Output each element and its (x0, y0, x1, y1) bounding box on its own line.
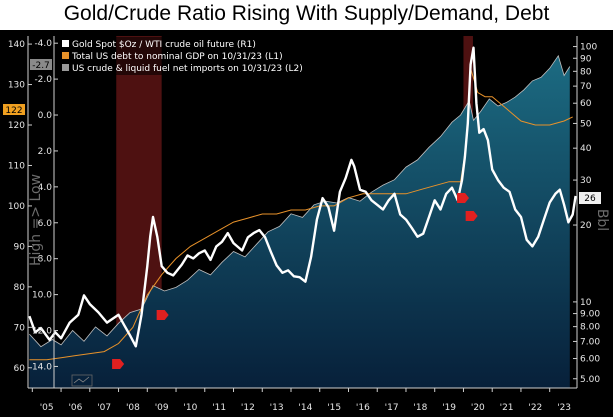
event-marker (156, 310, 169, 320)
x-tick-label: '12 (241, 403, 255, 413)
left-outer-tick-label: 60 (14, 364, 26, 374)
x-tick-label: '15 (327, 403, 341, 413)
left-inner-tick-label: 6.0 (38, 219, 53, 229)
right-tick-label: 7.00 (580, 337, 600, 347)
chart-type-icon[interactable] (71, 374, 93, 387)
right-tick-label: 70 (580, 82, 592, 92)
x-tick-label: '21 (500, 403, 514, 413)
right-tick-label: 9.00 (580, 310, 600, 320)
x-tick-label: '10 (183, 403, 197, 413)
left-outer-tick-label: 140 (8, 40, 25, 50)
left-inner-badge-text: -2.7 (32, 61, 50, 71)
right-tick-label: 100 (580, 43, 597, 53)
x-tick-label: '06 (68, 403, 82, 413)
left-outer-tick-label: 110 (8, 161, 25, 171)
right-tick-label: 90 (580, 54, 592, 64)
x-tick-label: '23 (557, 403, 571, 413)
x-tick-label: '08 (126, 403, 140, 413)
legend-label: US crude & liquid fuel net imports on 10… (72, 64, 303, 74)
left-inner-ticks: -4.0 -2.0 0.0 2.0 4.0 6.0 8.0 10.0 12.0 14.0 (32, 39, 58, 372)
x-tick-label: '20 (471, 403, 485, 413)
left-outer-badge: 122 (3, 104, 25, 116)
chart-panel: 60 70 80 90 100 110 120 130 140 -4.0 -2.0 0.0 2.0 4.… (0, 30, 613, 417)
x-tick-label: '22 (528, 403, 542, 413)
x-tick-label: '18 (413, 403, 427, 413)
x-tick-label: '13 (270, 403, 284, 413)
axes (27, 36, 578, 389)
x-tick-label: '07 (97, 403, 111, 413)
net-imports-area (29, 55, 570, 389)
event-marker (112, 359, 125, 369)
right-tick-label: 60 (580, 99, 592, 109)
gold-oil-ratio-line (28, 46, 577, 348)
left-inner-tick-label: 10.0 (32, 291, 52, 301)
x-tick-label: '16 (356, 403, 370, 413)
x-tick-label: '11 (212, 403, 226, 413)
x-tick-label: '05 (40, 403, 54, 413)
right-tick-label: 5.00 (580, 375, 600, 385)
event-marker (465, 211, 478, 221)
left-inner-tick-label: 2.0 (38, 147, 53, 157)
left-outer-badge-text: 122 (5, 106, 22, 116)
legend-background (60, 37, 315, 75)
left-outer-tick-label: 90 (14, 242, 26, 252)
left-inner-tick-label: -2.0 (34, 75, 52, 85)
right-ticks: 5.00 6.00 7.00 8.00 9.00 10 20 30 40 50 60 70 80 9010… (573, 43, 600, 385)
right-value-badge-text: 26 (584, 194, 596, 204)
right-tick-label: 30 (580, 176, 592, 186)
right-tick-label: 10 (580, 298, 592, 308)
legend-swatch (62, 64, 69, 71)
x-tick-label: '14 (298, 403, 312, 413)
right-tick-label: 20 (580, 221, 592, 231)
x-tick-label: '09 (155, 403, 169, 413)
left-inner-tick-label: 14.0 (32, 362, 52, 372)
x-tick-label: '17 (385, 403, 399, 413)
legend-label: Total US debt to nominal GDP on 10/31/23… (71, 52, 283, 62)
legend-swatch (62, 52, 69, 59)
event-markers (112, 193, 478, 369)
left-outer-tick-label: 70 (14, 323, 26, 333)
legend-swatch (62, 40, 69, 47)
x-tick-label: '19 (442, 403, 456, 413)
right-tick-label: 6.00 (580, 355, 600, 365)
right-side-label: Bbl (594, 209, 610, 231)
left-inner-tick-label: 8.0 (38, 255, 53, 265)
left-side-label: High => Low (28, 174, 44, 266)
x-ticks: '05 '06 '07 '08 '09 '10 '11 '12 '13 '14 '15 '16 '17 '… (31, 388, 571, 413)
left-inner-tick-label: -4.0 (34, 39, 52, 49)
right-tick-label: 50 (580, 119, 592, 129)
left-outer-tick-label: 130 (8, 81, 25, 91)
right-tick-label: 80 (580, 67, 592, 77)
left-inner-tick-label: 4.0 (38, 183, 53, 193)
left-outer-tick-label: 120 (8, 121, 25, 131)
chart-title: Gold/Crude Ratio Rising With Supply/Dema… (0, 0, 613, 30)
left-inner-tick-label: 0.0 (38, 111, 53, 121)
left-outer-tick-label: 80 (14, 283, 26, 293)
right-tick-label: 40 (580, 144, 592, 154)
legend-label: Gold Spot $Oz / WTI crude oil future (R1… (72, 40, 256, 50)
right-value-badge: 26 (579, 192, 601, 204)
legend: Gold Spot $Oz / WTI crude oil future (R1… (60, 37, 315, 75)
left-outer-tick-label: 100 (8, 202, 25, 212)
event-marker (457, 193, 470, 203)
left-inner-tick-label: 12.0 (32, 327, 52, 337)
right-tick-label: 8.00 (580, 323, 600, 333)
left-inner-badge: -2.7 (30, 59, 52, 71)
left-outer-ticks: 60 70 80 90 100 110 120 130 140 (8, 40, 32, 374)
